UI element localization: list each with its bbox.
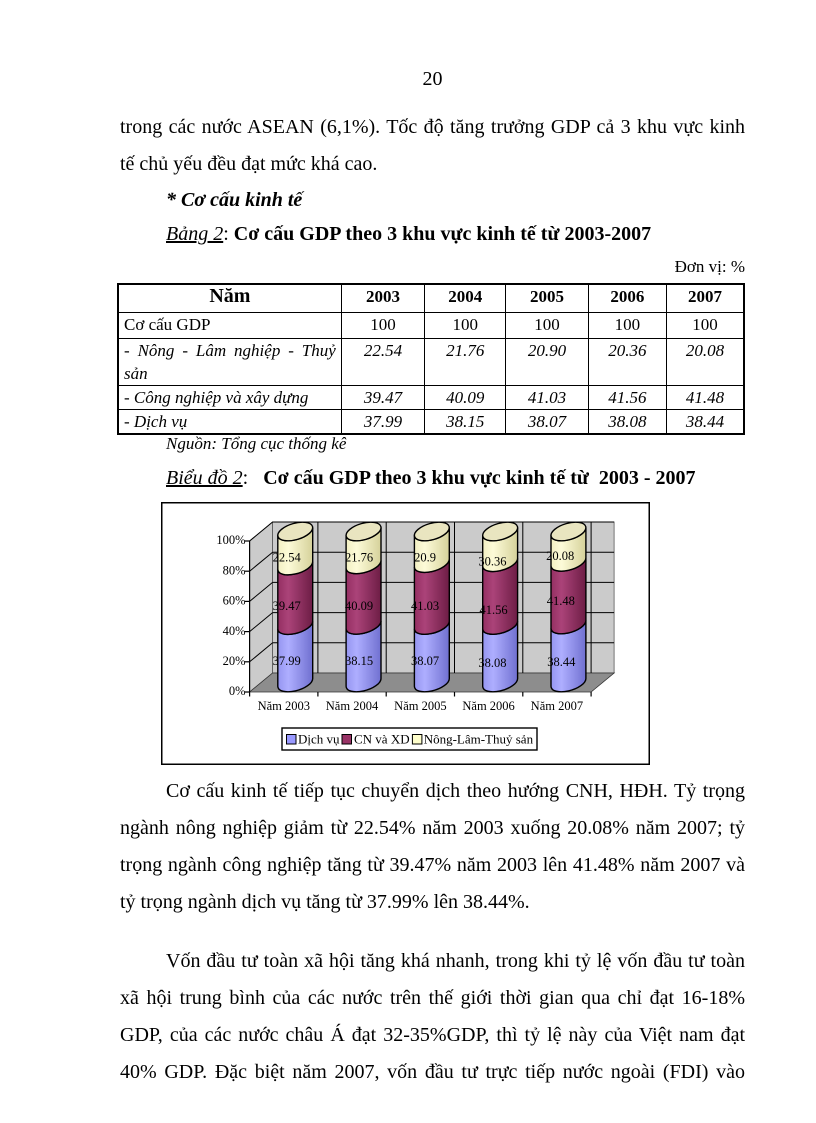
svg-text:Năm 2004: Năm 2004 — [326, 699, 379, 713]
svg-text:38.07: 38.07 — [411, 654, 439, 668]
svg-text:0%: 0% — [229, 684, 246, 698]
svg-text:60%: 60% — [223, 593, 246, 607]
svg-text:Năm 2005: Năm 2005 — [394, 699, 446, 713]
svg-text:38.08: 38.08 — [478, 656, 506, 670]
svg-text:Nông-Lâm-Thuỷ sản: Nông-Lâm-Thuỷ sản — [424, 731, 534, 746]
svg-text:Năm 2007: Năm 2007 — [531, 699, 583, 713]
svg-text:41.03: 41.03 — [411, 599, 439, 613]
svg-text:21.76: 21.76 — [345, 550, 373, 564]
svg-text:100%: 100% — [216, 533, 245, 547]
svg-text:40.09: 40.09 — [345, 599, 373, 613]
svg-text:20.08: 20.08 — [546, 549, 574, 563]
svg-text:39.47: 39.47 — [273, 599, 301, 613]
svg-text:22.54: 22.54 — [273, 550, 302, 564]
svg-text:Năm 2006: Năm 2006 — [462, 699, 514, 713]
svg-text:38.15: 38.15 — [345, 654, 373, 668]
svg-text:20.9: 20.9 — [414, 550, 436, 564]
svg-text:40%: 40% — [223, 623, 246, 637]
svg-text:20%: 20% — [223, 654, 246, 668]
svg-text:37.99: 37.99 — [273, 654, 301, 668]
svg-text:Năm 2003: Năm 2003 — [258, 699, 310, 713]
svg-text:CN và XD: CN và XD — [354, 731, 410, 746]
svg-text:38.44: 38.44 — [547, 654, 576, 668]
svg-text:41.56: 41.56 — [479, 603, 507, 617]
svg-text:41.48: 41.48 — [547, 594, 575, 608]
svg-text:80%: 80% — [223, 563, 246, 577]
svg-text:Dịch vụ: Dịch vụ — [298, 731, 340, 746]
svg-text:30.36: 30.36 — [478, 554, 506, 568]
